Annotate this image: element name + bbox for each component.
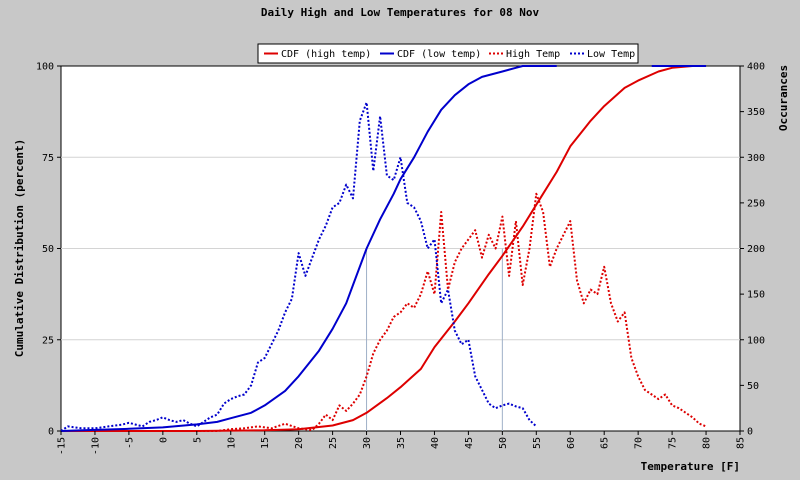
series-line-3 [60, 101, 537, 432]
grid-lines [61, 156, 740, 341]
legend: CDF (high temp) CDF (low temp) High Temp… [257, 43, 639, 64]
y-right-tick-label: 50 [747, 381, 759, 392]
x-tick-label: 30 [362, 437, 373, 449]
marker-lines [366, 248, 503, 431]
x-tick-label: 80 [702, 437, 713, 449]
x-tick-label: 5 [192, 437, 203, 443]
x-tick-label: 45 [464, 437, 475, 449]
x-tick-label: 60 [566, 437, 577, 449]
series-line-0 [61, 65, 706, 432]
y-left-tick-label: 25 [42, 335, 54, 346]
x-tick-label: 85 [736, 437, 747, 449]
y-right-tick-label: 200 [747, 244, 765, 255]
series-line-1 [60, 65, 557, 432]
y-left-tick-label: 50 [42, 244, 54, 255]
x-tick-label: -10 [90, 437, 101, 455]
x-tick-label: 35 [396, 437, 407, 449]
legend-label-cdf-high: CDF (high temp) [281, 49, 371, 60]
series-layer [60, 65, 707, 432]
x-tick-label: 50 [498, 437, 509, 449]
x-tick-label: 20 [294, 437, 305, 449]
legend-label-low-temp: Low Temp [587, 49, 635, 60]
y-right-tick-label: 400 [747, 62, 765, 73]
x-tick-label: 40 [430, 437, 441, 449]
y-right-tick-label: 100 [747, 335, 765, 346]
x-tick-label: 10 [226, 437, 237, 449]
y-right-tick-label: 350 [747, 107, 765, 118]
x-tick-label: 70 [634, 437, 645, 449]
legend-label-high-temp: High Temp [506, 49, 560, 60]
x-tick-label: 55 [532, 437, 543, 449]
x-tick-label: 25 [328, 437, 339, 449]
y-right-tick-label: 250 [747, 198, 765, 209]
y-right-tick-label: 300 [747, 153, 765, 164]
x-tick-label: -5 [124, 437, 135, 449]
y-right-tick-label: 0 [747, 427, 753, 438]
x-tick-label: 15 [260, 437, 271, 449]
x-tick-label: 65 [600, 437, 611, 449]
y-axis-left-label: Cumulative Distribution (percent) [13, 139, 26, 358]
x-tick-label: 75 [668, 437, 679, 449]
legend-box [257, 43, 639, 64]
y-right-tick-label: 150 [747, 290, 765, 301]
series-line-2 [183, 192, 707, 432]
x-tick-label: 0 [158, 437, 169, 443]
x-tick-label: -15 [57, 437, 68, 455]
y-left-tick-label: 75 [42, 153, 54, 164]
x-axis-label: Temperature [F] [641, 460, 740, 473]
legend-label-cdf-low: CDF (low temp) [397, 49, 481, 60]
y-axis-right-label: Occurances [777, 65, 790, 131]
y-left-tick-label: 100 [36, 62, 54, 73]
y-left-tick-label: 0 [48, 427, 54, 438]
chart-title: Daily High and Low Temperatures for 08 N… [261, 6, 540, 19]
